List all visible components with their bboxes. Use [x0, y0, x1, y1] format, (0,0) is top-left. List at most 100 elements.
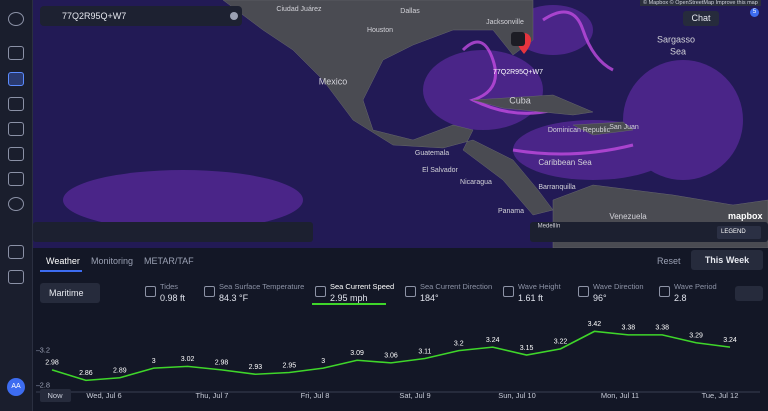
data-label: 2.98: [215, 360, 229, 367]
data-label: 3.15: [520, 345, 534, 352]
tab-metar[interactable]: METAR/TAF: [144, 256, 194, 266]
now-button: [40, 389, 71, 402]
map-label: Guatemala: [415, 150, 449, 157]
chat-button[interactable]: Chat: [683, 11, 719, 26]
mapbox-logo: mapbox: [728, 211, 763, 221]
tab-weather[interactable]: Weather: [46, 256, 80, 266]
map-toolbar-left: [33, 222, 313, 242]
clear-search[interactable]: [230, 12, 238, 20]
metric[interactable]: Sea Current Direction 184°: [420, 282, 492, 303]
current-streams: [461, 10, 634, 156]
data-label: 2.86: [79, 370, 93, 377]
map-label: Caribbean Sea: [538, 158, 592, 167]
next-metrics[interactable]: [735, 286, 763, 301]
metric-icon: [315, 286, 326, 297]
metric-name: Sea Surface Temperature: [219, 282, 305, 291]
analytics-icon[interactable]: [8, 97, 24, 111]
map-toolbar-right: [530, 222, 768, 242]
map-label: Panama: [498, 208, 524, 215]
metric-value: 2.95 mph: [330, 293, 368, 303]
reset-button[interactable]: Reset: [657, 256, 681, 266]
home-icon[interactable]: [8, 46, 24, 60]
metric-value: 184°: [420, 293, 439, 303]
line-series: [51, 330, 731, 382]
map-label: Barranquilla: [538, 184, 575, 191]
metric-icon: [503, 286, 514, 297]
chart-layer: 2.8 3.2 2.98 2.86 2.89 3 3.02 2.98 2.93 2.95 3 3.09…: [36, 321, 760, 402]
range-select[interactable]: This Week: [691, 250, 763, 270]
x-tick-label: Fri, Jul 8: [301, 391, 330, 400]
metric-value: 2.8: [674, 293, 687, 303]
metric-value: 84.3 °F: [219, 293, 249, 303]
avatar[interactable]: AA: [7, 378, 25, 396]
metric-value: 96°: [593, 293, 607, 303]
metric-icon: [204, 286, 215, 297]
metric-value: 0.98 ft: [160, 293, 186, 303]
data-label: 3.24: [486, 337, 500, 344]
map-label: Dallas: [400, 8, 420, 15]
data-label: 3.11: [418, 348, 431, 355]
map-label: Cuba: [509, 95, 531, 105]
legend-label[interactable]: LEGEND: [721, 229, 746, 235]
metric-icon: [659, 286, 670, 297]
metric-name: Wave Height: [518, 282, 561, 291]
search-box[interactable]: 77Q2R95Q+W7: [40, 6, 242, 26]
metric-name: Wave Direction: [593, 282, 644, 291]
metric[interactable]: Tides 0.98 ft: [160, 282, 185, 303]
data-label: 2.98: [45, 360, 59, 367]
location-icon[interactable]: [8, 197, 24, 211]
metric-indicator: [312, 303, 386, 305]
reports-icon[interactable]: [8, 122, 24, 136]
x-tick-label: Sun, Jul 10: [498, 391, 536, 400]
metric[interactable]: Sea Surface Temperature 84.3 °F: [219, 282, 304, 303]
docs-icon[interactable]: [8, 270, 24, 284]
metric-name: Tides: [160, 282, 179, 291]
map: Ciudad Juárez Dallas Houston Jacksonville Me…: [33, 0, 768, 248]
map-label: Houston: [367, 27, 393, 34]
metric[interactable]: Wave Height 1.61 ft: [518, 282, 561, 303]
dashboard-icon[interactable]: [8, 147, 24, 161]
attribution: © Mapbox © OpenStreetMap Improve this ma…: [640, 0, 761, 6]
sidebar: AA: [0, 0, 33, 411]
metric-icon: [145, 286, 156, 297]
legend-button[interactable]: [717, 226, 761, 239]
data-label: 3.38: [621, 325, 635, 332]
metric[interactable]: Wave Direction 96°: [593, 282, 644, 303]
data-label: 3.2: [454, 340, 464, 347]
favorite-button[interactable]: [511, 32, 525, 46]
tab-monitoring[interactable]: Monitoring: [91, 256, 134, 266]
map-icon[interactable]: [8, 72, 24, 86]
logo: [8, 12, 24, 26]
x-tick-label: Now: [47, 391, 63, 400]
map-label: El Salvador: [422, 167, 458, 174]
x-tick-label: Thu, Jul 7: [196, 391, 229, 400]
alerts-icon[interactable]: [8, 172, 24, 186]
metric-name: Sea Current Speed: [330, 282, 395, 291]
y-tick-label: 3.2: [40, 346, 50, 355]
mode-select[interactable]: Maritime: [40, 283, 100, 303]
metric[interactable]: Sea Current Speed 2.95 mph: [330, 282, 394, 303]
data-label: 2.93: [249, 364, 263, 371]
map-label: Medellín: [538, 224, 561, 230]
marker-label: 77Q2R95Q+W7: [493, 69, 543, 76]
api-icon[interactable]: [8, 245, 24, 259]
x-tick-label: Mon, Jul 11: [601, 391, 639, 400]
notification-badge[interactable]: 5: [750, 8, 759, 17]
data-label: 2.89: [113, 368, 127, 375]
metric[interactable]: Wave Period 2.8: [674, 282, 717, 303]
y-tick-label: 2.8: [40, 381, 50, 390]
map-label: San Juan: [609, 124, 639, 131]
data-label: 3: [321, 358, 325, 365]
map-label: Jacksonville: [486, 19, 524, 26]
x-tick-label: Tue, Jul 12: [702, 391, 739, 400]
data-label: 3.38: [655, 325, 669, 332]
map-label: Venezuela: [609, 212, 647, 221]
x-tick-label: Wed, Jul 6: [86, 391, 121, 400]
data-label: 3.09: [350, 350, 364, 357]
data-label: 3: [152, 358, 156, 365]
x-tick-label: Sat, Jul 9: [399, 391, 430, 400]
data-label: 2.95: [282, 362, 296, 369]
data-label: 3.06: [384, 353, 398, 360]
metric-icon: [578, 286, 589, 297]
